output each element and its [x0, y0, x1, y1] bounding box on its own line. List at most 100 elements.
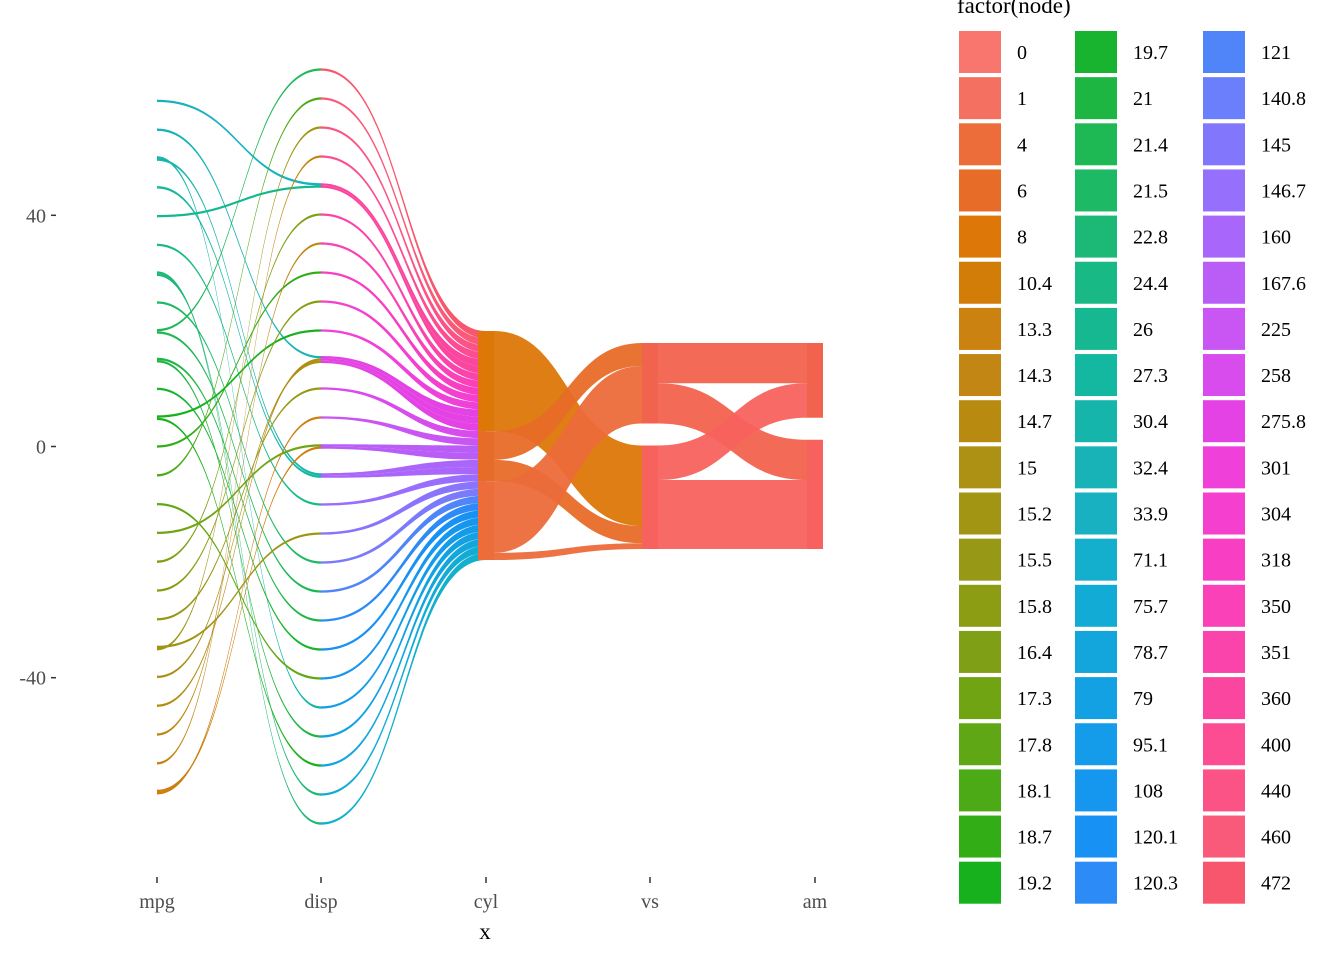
flow-mpg-18-7 [157, 271, 321, 448]
node-mpg-15-8 [157, 589, 158, 592]
legend-label: 120.1 [1133, 827, 1178, 849]
legend-label: 400 [1261, 734, 1291, 756]
flow-disp-120-1 [321, 509, 486, 651]
legend-label: 71.1 [1133, 550, 1168, 572]
node-mpg-13-3 [157, 762, 158, 765]
legend-label: 21.5 [1133, 180, 1168, 202]
legend-swatch [1075, 354, 1117, 397]
legend-label: 301 [1261, 457, 1291, 479]
legend-label: 27.3 [1133, 365, 1168, 387]
node-disp-350 [321, 242, 322, 245]
node-disp-145 [321, 532, 322, 535]
node-mpg-16-4 [157, 560, 158, 563]
flow-disp-400 [321, 155, 486, 360]
node-disp-120-3 [321, 619, 322, 622]
node-mpg-21-5 [157, 301, 158, 304]
legend-label: 304 [1261, 504, 1291, 526]
flow-disp-275-8 [321, 356, 486, 417]
legend-swatch [1075, 861, 1117, 904]
node-disp-120-1 [321, 648, 322, 651]
flow-disp-140-8 [321, 488, 486, 564]
flow-disp-79 [321, 531, 486, 738]
flow-mpg-10-4 [157, 446, 321, 793]
node-disp-75-7 [321, 793, 322, 796]
legend-swatch [1075, 169, 1117, 212]
node-disp-79 [321, 735, 322, 738]
legend-label: 15.8 [1017, 596, 1052, 618]
flow-cyl-4-to-0 [494, 543, 642, 560]
legend-swatch [1203, 677, 1245, 720]
node-am-1 [807, 343, 823, 418]
node-mpg-26 [157, 214, 158, 218]
legend-label: 16.4 [1017, 642, 1052, 664]
legend-swatch [1203, 215, 1245, 258]
legend-swatch [1075, 492, 1117, 535]
flow-cyl-6-to-1 [494, 343, 642, 460]
node-mpg-14-7 [157, 704, 158, 707]
legend-swatch [1203, 630, 1245, 673]
legend-swatch [1203, 354, 1245, 397]
legend-label: 18.1 [1017, 780, 1052, 802]
flow-disp-351 [321, 213, 486, 382]
legend-label: 120.3 [1133, 873, 1178, 895]
flow-mpg-21-5 [157, 301, 321, 564]
y-tick-label: 40 [26, 205, 46, 227]
legend-swatch [1075, 677, 1117, 720]
node-mpg-18-1 [157, 474, 158, 477]
y-axis: 40 0 -40 [19, 205, 56, 690]
node-mpg-15 [157, 675, 158, 679]
legend-swatch [1203, 861, 1245, 904]
legend-label: 15.5 [1017, 550, 1052, 572]
node-cyl-4 [478, 481, 494, 560]
legend-label: 18.7 [1017, 827, 1052, 849]
flow-mpg-21 [157, 360, 321, 738]
legend-label: 258 [1261, 365, 1291, 387]
flow-mpg-15-5 [157, 387, 321, 621]
legend-label: 15 [1017, 457, 1037, 479]
node-disp-318 [321, 271, 322, 274]
flow-disp-121 [321, 495, 486, 593]
node-disp-225 [321, 416, 322, 419]
node-disp-167-6 [321, 444, 322, 449]
x-tick-label: am [803, 891, 828, 913]
legend-label: 160 [1261, 227, 1291, 249]
flow-disp-75-7 [321, 545, 486, 796]
node-mpg-18-7 [157, 445, 158, 448]
legend-swatch [1075, 77, 1117, 120]
legend-label: 108 [1133, 780, 1163, 802]
legend-swatch [1203, 400, 1245, 443]
x-tick-label: cyl [474, 891, 499, 913]
legend-label: 26 [1133, 319, 1153, 341]
legend-label: 21 [1133, 88, 1153, 110]
node-disp-301 [321, 329, 322, 332]
flow-mpg-15-2 [157, 126, 321, 651]
legend-label: 460 [1261, 827, 1291, 849]
legend: factor(node) 0 1 4 6 8 10.4 13.3 14.3 14.7 15 15.2… [957, 0, 1306, 904]
legend-swatch [1203, 538, 1245, 581]
legend-swatch [1075, 123, 1117, 166]
node-disp-360 [321, 183, 322, 188]
legend-label: 19.2 [1017, 873, 1052, 895]
legend-swatch [1075, 400, 1117, 443]
node-disp-108 [321, 677, 322, 680]
node-mpg-10-4 [157, 789, 158, 795]
legend-label: 33.9 [1133, 504, 1168, 526]
node-mpg-33-9 [157, 99, 158, 103]
node-mpg-22-8 [157, 271, 158, 276]
flow-disp-350 [321, 242, 486, 389]
legend-label: 8 [1017, 227, 1027, 249]
node-mpg-21 [157, 357, 158, 363]
node-layer [157, 68, 823, 825]
legend-swatch [959, 630, 1001, 673]
flow-vs-0-to-0 [658, 480, 807, 549]
legend-swatch [959, 492, 1001, 535]
flow-mpg-22-8 [157, 273, 321, 796]
node-vs-0 [642, 445, 658, 549]
legend-swatch [1203, 169, 1245, 212]
node-mpg-14-3 [157, 733, 158, 736]
node-mpg-15-2 [157, 645, 158, 651]
node-disp-440 [321, 126, 322, 129]
legend-label: 32.4 [1133, 457, 1168, 479]
flow-mpg-33-9 [157, 99, 321, 186]
node-disp-472 [321, 68, 322, 71]
